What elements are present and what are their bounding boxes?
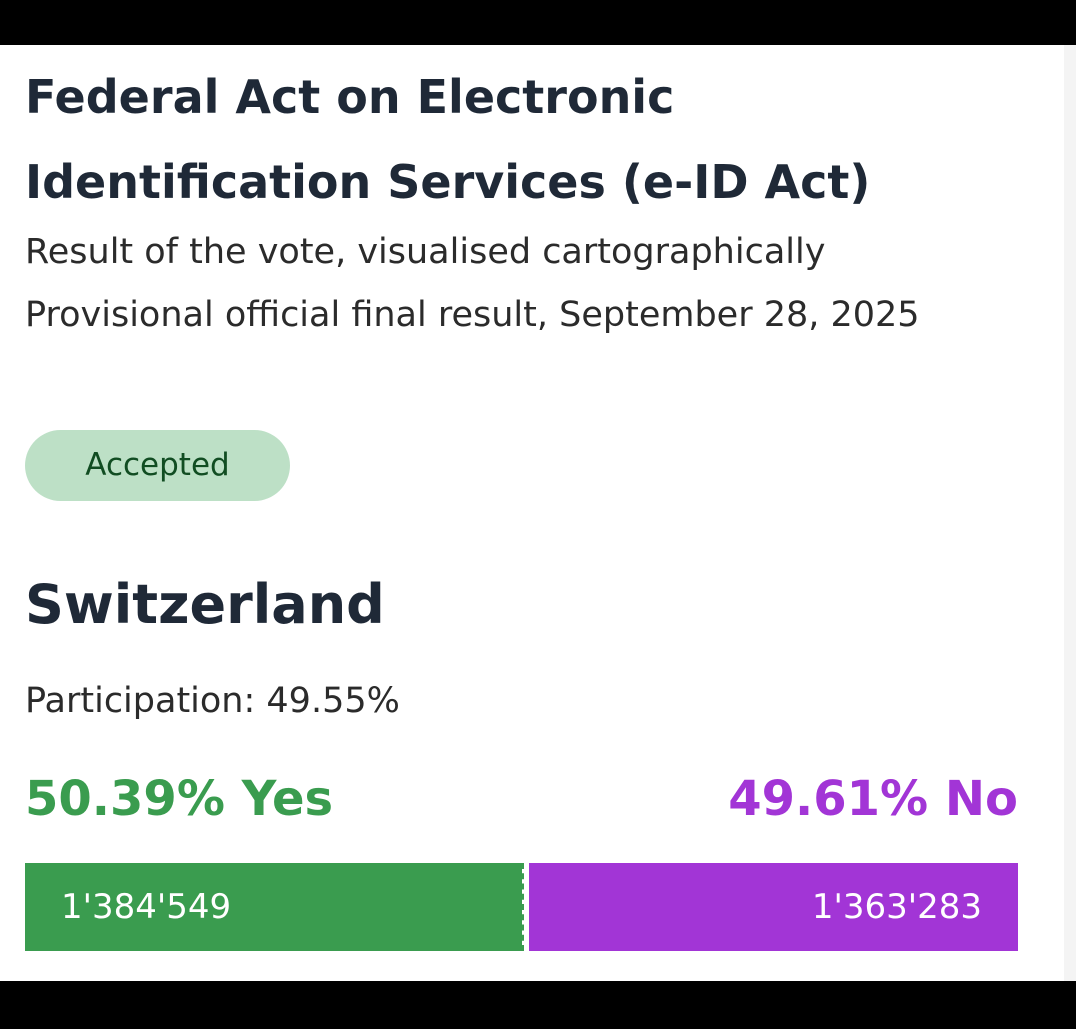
majority-line [522,863,529,951]
region-title: Switzerland [25,573,385,636]
vote-title: Federal Act on Electronic Identification… [25,70,871,209]
subtitle-line-2: Provisional official final result, Septe… [25,295,920,335]
no-percentage: 49.61% No [728,771,1018,827]
participation-text: Participation: 49.55% [25,681,400,721]
no-segment: 1'363'283 [529,863,1018,951]
vote-result-card: Federal Act on Electronic Identification… [0,45,1064,981]
status-badge: Accepted [25,430,290,501]
vote-subtitle: Result of the vote, visualised cartograp… [25,221,965,347]
subtitle-line-1: Result of the vote, visualised cartograp… [25,232,826,272]
result-bar: 1'384'549 1'363'283 [25,863,1018,951]
scrollbar[interactable] [1064,45,1076,981]
yes-percentage: 50.39% Yes [25,771,334,827]
yes-segment: 1'384'549 [25,863,522,951]
